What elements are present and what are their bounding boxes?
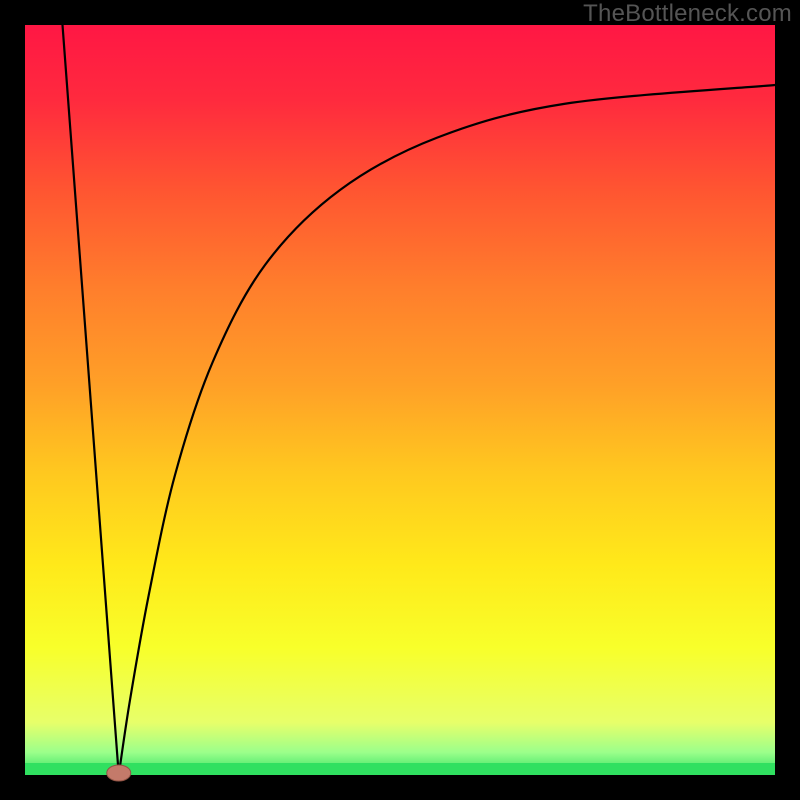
chart-stage: TheBottleneck.com (0, 0, 800, 800)
bottleneck-chart (0, 0, 800, 800)
watermark-text: TheBottleneck.com (583, 0, 792, 28)
